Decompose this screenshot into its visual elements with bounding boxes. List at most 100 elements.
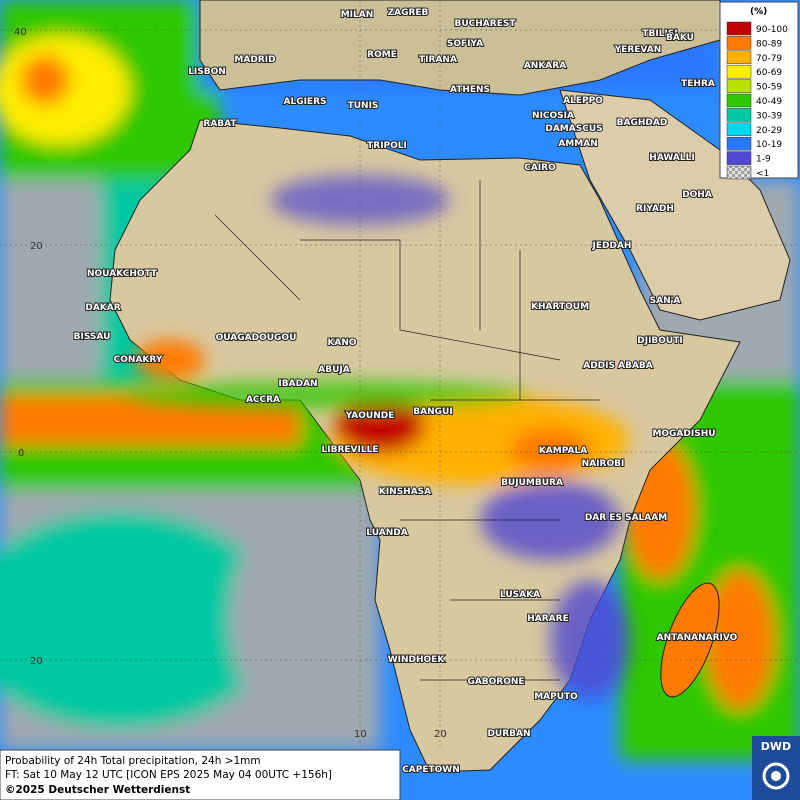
grid-label: 20 bbox=[30, 656, 43, 667]
footer-line: ©2025 Deutscher Wetterdienst bbox=[5, 784, 190, 796]
legend-label: 50-59 bbox=[756, 83, 782, 93]
city-label: TUNIS bbox=[348, 101, 379, 111]
legend-label: 90-100 bbox=[756, 25, 788, 35]
legend-swatch bbox=[726, 93, 752, 108]
city-label: ADDIS ABABA bbox=[583, 361, 653, 371]
logo-swirl bbox=[762, 762, 790, 790]
legend-swatch bbox=[726, 50, 752, 65]
city-label: ALEPPO bbox=[563, 96, 603, 106]
legend-swatch bbox=[726, 108, 752, 122]
city-label: JEDDAH bbox=[592, 241, 632, 251]
city-label: RABAT bbox=[203, 119, 237, 129]
grid-label: 20 bbox=[434, 729, 447, 740]
city-label: NOUAKCHOTT bbox=[87, 269, 158, 279]
madagascar bbox=[660, 582, 720, 698]
city-label: ZAGREB bbox=[388, 8, 429, 18]
city-label: AMMAN bbox=[558, 139, 597, 149]
city-label: RIYADH bbox=[636, 204, 674, 214]
footer-box bbox=[0, 749, 401, 800]
logo-text: DWD bbox=[761, 740, 791, 753]
city-label: ANTANANARIVO bbox=[657, 633, 738, 643]
precip-over-land bbox=[130, 175, 630, 700]
graticule bbox=[0, 0, 800, 750]
legend-label: 40-49 bbox=[756, 97, 782, 107]
city-label: YEREVAN bbox=[614, 45, 662, 55]
footer-line: FT: Sat 10 May 12 UTC [ICON EPS 2025 May… bbox=[5, 769, 332, 781]
city-label: KAMPALA bbox=[539, 446, 587, 456]
city-label: DJIBOUTI bbox=[637, 336, 682, 346]
city-label: KHARTOUM bbox=[531, 302, 589, 312]
city-label: MOGADISHU bbox=[652, 429, 715, 439]
city-label: ACCRA bbox=[246, 395, 280, 405]
grid-label: 20 bbox=[30, 241, 43, 252]
legend-swatch bbox=[726, 165, 752, 180]
grid-label: 0 bbox=[18, 448, 24, 459]
city-label: SAN'A bbox=[650, 296, 681, 306]
city-label: NICOSIA bbox=[532, 111, 574, 121]
grid-label: 10 bbox=[354, 729, 367, 740]
city-label: OUAGADOUGOU bbox=[216, 333, 297, 343]
city-label: ATHENS bbox=[450, 85, 490, 95]
grid-labels: 40 20 0 20 10 20 bbox=[14, 27, 447, 740]
legend-label: 70-79 bbox=[756, 54, 782, 64]
city-label: BUCHAREST bbox=[455, 19, 517, 29]
legend-label: 30-39 bbox=[756, 111, 782, 121]
city-label: BAGHDAD bbox=[617, 118, 668, 128]
legend-label: 60-69 bbox=[756, 68, 782, 78]
city-label: CAIRO bbox=[524, 163, 556, 173]
city-label: LUANDA bbox=[366, 528, 407, 538]
city-label: CONAKRY bbox=[114, 355, 163, 365]
legend-label: 10-19 bbox=[756, 140, 782, 150]
city-label: HARARE bbox=[527, 614, 568, 624]
city-label: ALGIERS bbox=[284, 97, 327, 107]
legend-swatch bbox=[726, 151, 752, 165]
city-label: HAWALLI bbox=[649, 153, 694, 163]
city-label: SOFIYA bbox=[447, 39, 483, 49]
legend-swatch bbox=[726, 136, 752, 151]
city-label: GABORONE bbox=[467, 677, 524, 687]
city-label: MADRID bbox=[234, 55, 275, 65]
city-label: TEHRA bbox=[681, 79, 715, 89]
legend-swatch bbox=[726, 122, 752, 137]
city-label: BISSAU bbox=[74, 332, 111, 342]
legend-label: 20-29 bbox=[756, 126, 782, 136]
city-label: IBADAN bbox=[278, 379, 317, 389]
city-label: KANO bbox=[327, 338, 356, 348]
city-label: LISBON bbox=[188, 67, 226, 77]
city-label: LUSAKA bbox=[500, 590, 540, 600]
city-label: BANGUI bbox=[413, 407, 452, 417]
legend-label: 80-89 bbox=[756, 39, 782, 49]
legend: (%) 90-100 80-89 70-79 60-69 50-59 40-49 30-39… bbox=[719, 1, 799, 180]
city-label: CAPETOWN bbox=[402, 765, 460, 775]
city-label: DAKAR bbox=[85, 303, 120, 313]
legend-label: <1 bbox=[756, 169, 769, 179]
city-label: MAPUTO bbox=[534, 692, 578, 702]
logo-swirl bbox=[771, 771, 781, 781]
city-label: BAKU bbox=[666, 33, 694, 43]
city-label: MILAN bbox=[341, 10, 374, 20]
footer-line: Probability of 24h Total precipitation, … bbox=[5, 755, 261, 767]
city-label: ANKARA bbox=[524, 61, 566, 71]
city-label: TIRANA bbox=[419, 55, 457, 65]
city-label: DURBAN bbox=[487, 729, 530, 739]
city-label: WINDHOEK bbox=[388, 655, 446, 665]
city-label: ABUJA bbox=[318, 365, 349, 375]
arabia bbox=[559, 89, 791, 321]
legend-swatch bbox=[726, 21, 752, 36]
city-label: KINSHASA bbox=[379, 487, 431, 497]
city-label: DAR ES SALAAM bbox=[585, 513, 667, 523]
city-label: NAIROBI bbox=[582, 459, 625, 469]
city-label: ROME bbox=[367, 50, 397, 60]
city-label: DOHA bbox=[682, 190, 712, 200]
legend-swatch bbox=[726, 64, 752, 79]
city-label: TBILISI bbox=[642, 29, 677, 39]
grid-label: 40 bbox=[14, 27, 27, 38]
city-label: TRIPOLI bbox=[367, 141, 407, 151]
city-label: DAMASCUS bbox=[545, 124, 602, 134]
city-label: LIBREVILLE bbox=[322, 445, 379, 455]
legend-title: (%) bbox=[750, 7, 767, 17]
city-label: YAOUNDE bbox=[345, 411, 395, 421]
legend-label: 1-9 bbox=[756, 155, 771, 165]
